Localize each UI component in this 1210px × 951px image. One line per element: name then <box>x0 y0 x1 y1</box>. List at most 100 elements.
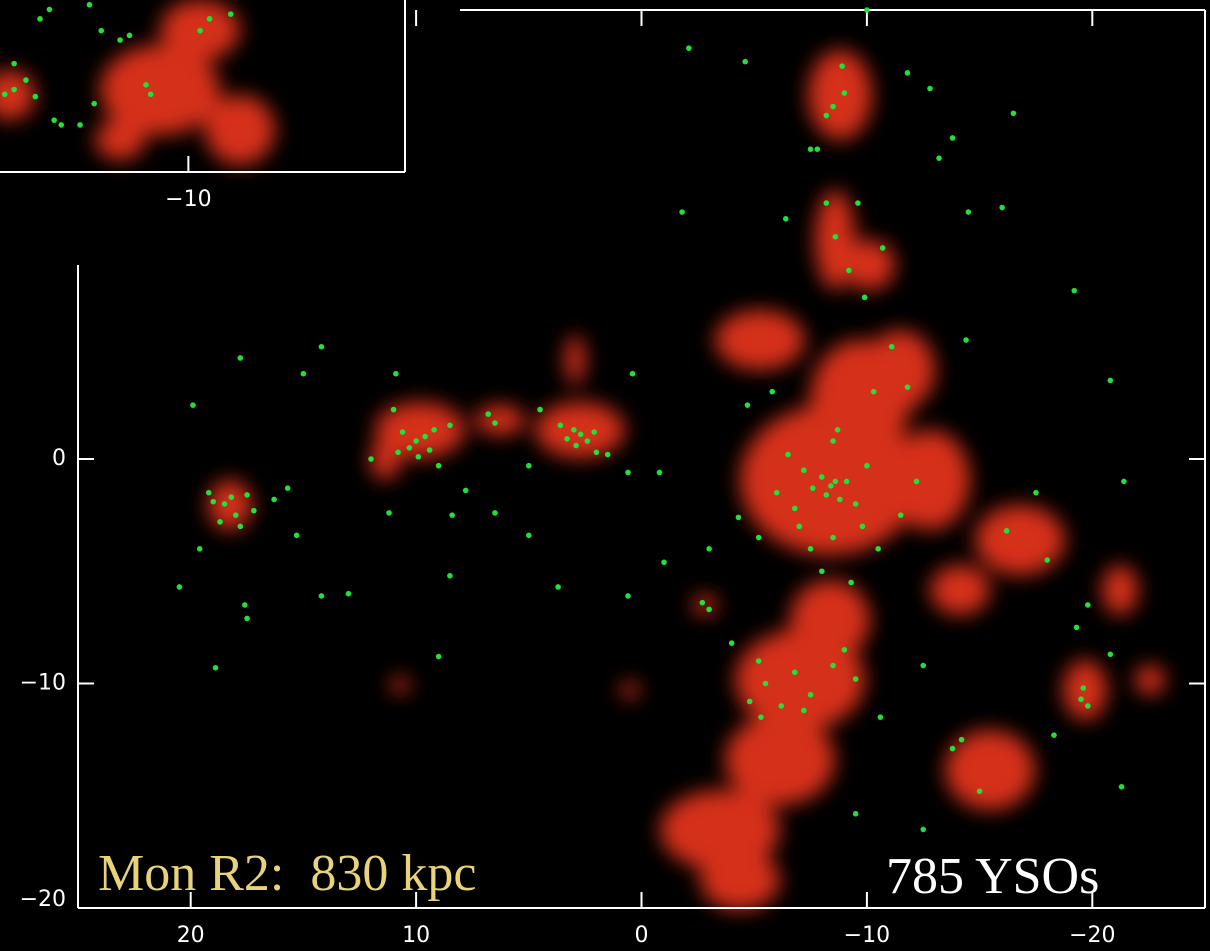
yso-point <box>585 438 591 444</box>
yso-point <box>736 515 742 521</box>
yso-point <box>848 580 854 586</box>
yso-point <box>301 371 307 377</box>
yso-point <box>824 113 830 119</box>
yso-point <box>47 7 53 13</box>
y-tick-label: 0 <box>52 446 66 471</box>
yso-point <box>792 506 798 512</box>
yso-point <box>555 584 561 590</box>
yso-point <box>864 7 870 13</box>
yso-point <box>785 452 791 458</box>
yso-point <box>920 827 926 833</box>
yso-point <box>833 234 839 240</box>
yso-point <box>630 371 636 377</box>
yso-point <box>33 94 39 100</box>
yso-point <box>1051 732 1057 738</box>
yso-point <box>966 209 972 215</box>
yso-point <box>422 434 428 440</box>
yso-point <box>839 63 845 69</box>
yso-point <box>526 463 532 469</box>
yso-point <box>706 546 712 552</box>
yso-point <box>213 665 219 671</box>
annotation: Mon R2: 830 kpc <box>98 845 476 902</box>
yso-point <box>625 470 631 476</box>
yso-point <box>963 337 969 343</box>
yso-point <box>91 101 97 107</box>
yso-point <box>959 737 965 743</box>
yso-point <box>853 811 859 817</box>
yso-point <box>11 87 17 93</box>
yso-point <box>271 497 277 503</box>
yso-point <box>842 90 848 96</box>
yso-point <box>1071 288 1077 294</box>
yso-point <box>594 449 600 455</box>
yso-point <box>244 492 250 498</box>
yso-point <box>206 490 212 496</box>
yso-point <box>977 788 983 794</box>
yso-point <box>950 135 956 141</box>
yso-point <box>578 432 584 438</box>
yso-point <box>830 535 836 541</box>
yso-point <box>905 70 911 76</box>
yso-point <box>217 519 223 525</box>
yso-point <box>758 714 764 720</box>
yso-point <box>747 699 753 705</box>
yso-point <box>729 640 735 646</box>
yso-point <box>742 59 748 65</box>
yso-point <box>844 479 850 485</box>
yso-point <box>763 681 769 687</box>
yso-point <box>427 447 433 453</box>
y-tick-label: −20 <box>20 887 66 912</box>
yso-point <box>391 407 397 413</box>
yso-point <box>571 427 577 433</box>
yso-point <box>835 427 841 433</box>
yso-point <box>830 438 836 444</box>
yso-point <box>808 546 814 552</box>
yso-point <box>395 449 401 455</box>
yso-point <box>463 488 469 494</box>
yso-point <box>436 654 442 660</box>
yso-point <box>1121 479 1127 485</box>
yso-point <box>346 591 352 597</box>
yso-point <box>1078 696 1084 702</box>
yso-point <box>661 559 667 565</box>
yso-point <box>853 501 859 507</box>
yso-point <box>801 708 807 714</box>
yso-point <box>1074 625 1080 631</box>
yso-point <box>87 2 93 8</box>
yso-point <box>1085 703 1091 709</box>
yso-point <box>228 11 234 17</box>
yso-point <box>558 423 564 429</box>
yso-point <box>210 499 216 505</box>
yso-point <box>436 463 442 469</box>
yso-point <box>143 82 149 88</box>
yso-point <box>679 209 685 215</box>
y-tick-label: −10 <box>20 671 66 696</box>
yso-point <box>537 407 543 413</box>
yso-point <box>862 295 868 301</box>
x-tick-label: −10 <box>844 923 890 948</box>
yso-point <box>386 510 392 516</box>
yso-point <box>228 494 234 500</box>
yso-point <box>197 28 203 34</box>
yso-point <box>148 91 154 97</box>
yso-point <box>878 714 884 720</box>
yso-point <box>830 104 836 110</box>
yso-point <box>294 533 300 539</box>
yso-point <box>244 616 250 622</box>
yso-point <box>233 512 239 518</box>
yso-point <box>1108 378 1114 384</box>
yso-point <box>1085 602 1091 608</box>
yso-point <box>875 546 881 552</box>
yso-point <box>11 61 17 67</box>
yso-point <box>801 467 807 473</box>
yso-point <box>706 607 712 613</box>
yso-point <box>237 524 243 530</box>
yso-point <box>819 474 825 480</box>
yso-point <box>830 663 836 669</box>
yso-point <box>833 479 839 485</box>
x-tick-label: −10 <box>165 187 211 212</box>
yso-point <box>319 593 325 599</box>
yso-point <box>905 384 911 390</box>
yso-point <box>197 546 203 552</box>
yso-point <box>447 423 453 429</box>
